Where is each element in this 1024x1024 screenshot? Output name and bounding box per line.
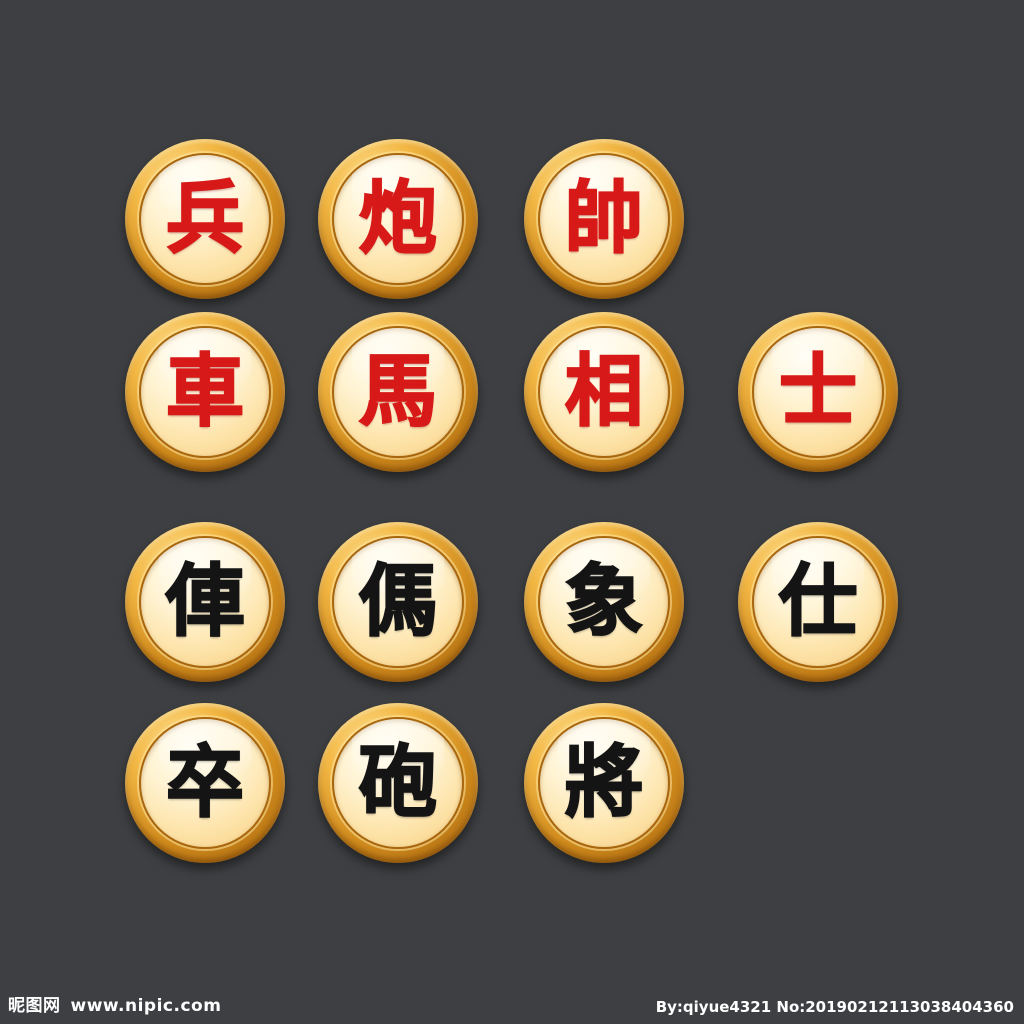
piece-character: 馬 <box>359 353 437 431</box>
piece-character: 象 <box>565 563 643 641</box>
piece-character: 卒 <box>166 744 244 822</box>
chess-piece-red-general: 帥 <box>524 139 684 299</box>
chess-piece-red-advisor: 士 <box>738 312 898 472</box>
watermark-credit: By:qiyue4321 No:20190212113038404360 <box>656 998 1014 1016</box>
piece-face: 馬 <box>332 326 464 458</box>
piece-face: 傌 <box>332 536 464 668</box>
chess-piece-red-soldier: 兵 <box>125 139 285 299</box>
piece-face: 炮 <box>332 153 464 285</box>
piece-face: 砲 <box>332 717 464 849</box>
piece-face: 將 <box>538 717 670 849</box>
chess-piece-red-horse: 馬 <box>318 312 478 472</box>
chess-piece-black-soldier: 卒 <box>125 703 285 863</box>
piece-character: 兵 <box>166 180 244 258</box>
piece-face: 士 <box>752 326 884 458</box>
chess-piece-black-horse: 傌 <box>318 522 478 682</box>
piece-character: 炮 <box>359 180 437 258</box>
piece-face: 相 <box>538 326 670 458</box>
piece-face: 車 <box>139 326 271 458</box>
piece-face: 帥 <box>538 153 670 285</box>
chess-piece-black-cannon: 砲 <box>318 703 478 863</box>
chess-piece-black-advisor: 仕 <box>738 522 898 682</box>
chess-piece-black-chariot: 俥 <box>125 522 285 682</box>
chess-piece-red-chariot: 車 <box>125 312 285 472</box>
watermark-site-name: 昵图网 <box>8 996 61 1016</box>
piece-face: 卒 <box>139 717 271 849</box>
piece-face: 仕 <box>752 536 884 668</box>
piece-character: 士 <box>779 353 857 431</box>
piece-character: 俥 <box>166 563 244 641</box>
piece-face: 俥 <box>139 536 271 668</box>
piece-character: 仕 <box>779 563 857 641</box>
piece-character: 帥 <box>565 180 643 258</box>
piece-face: 象 <box>538 536 670 668</box>
chess-piece-black-general: 將 <box>524 703 684 863</box>
chess-piece-red-elephant: 相 <box>524 312 684 472</box>
piece-character: 相 <box>565 353 643 431</box>
piece-character: 砲 <box>359 744 437 822</box>
watermark-site: 昵图网 www.nipic.com <box>8 991 221 1016</box>
chess-piece-black-elephant: 象 <box>524 522 684 682</box>
piece-character: 將 <box>565 744 643 822</box>
piece-character: 傌 <box>359 563 437 641</box>
watermark-site-url: www.nipic.com <box>71 996 222 1016</box>
piece-face: 兵 <box>139 153 271 285</box>
chess-piece-red-cannon: 炮 <box>318 139 478 299</box>
piece-character: 車 <box>166 353 244 431</box>
